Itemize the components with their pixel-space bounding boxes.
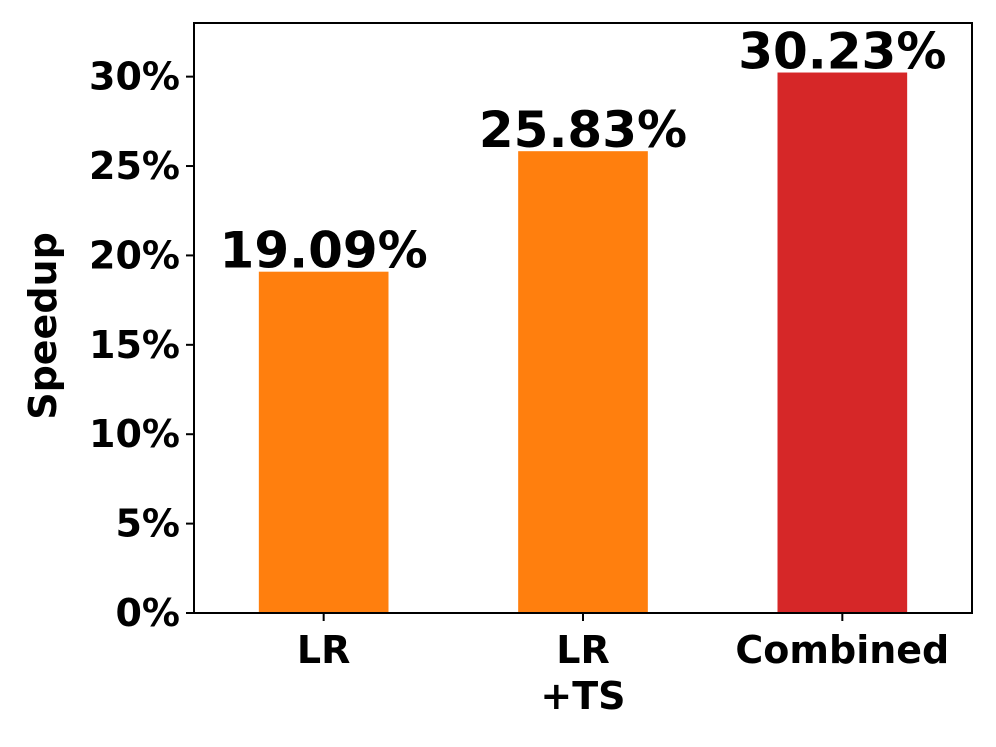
bar <box>777 72 908 614</box>
bar <box>518 151 648 613</box>
y-tick-label: 0% <box>115 591 180 635</box>
bar-value-label: 19.09% <box>220 222 428 280</box>
y-axis-title: Speedup <box>21 232 65 420</box>
bar-value-label: 30.23% <box>738 23 946 81</box>
bars-group <box>258 72 908 614</box>
x-tick-label: Combined <box>735 628 949 672</box>
y-axis-ticks: 0% 5% 10% 15% 20% 25% 30% <box>89 55 194 635</box>
x-tick-label: +TS <box>540 674 625 718</box>
x-tick-label: LR <box>297 628 350 672</box>
y-tick-label: 15% <box>89 323 180 367</box>
y-tick-label: 5% <box>115 502 180 546</box>
x-tick-label: LR <box>556 628 609 672</box>
bar <box>258 271 389 613</box>
y-tick-label: 10% <box>89 412 180 456</box>
bar-value-label: 25.83% <box>479 101 687 159</box>
y-tick-label: 25% <box>89 144 180 188</box>
y-tick-label: 20% <box>89 233 180 277</box>
data-labels-group: 19.09% 25.83% 30.23% <box>220 23 947 280</box>
y-tick-label: 30% <box>89 55 180 99</box>
